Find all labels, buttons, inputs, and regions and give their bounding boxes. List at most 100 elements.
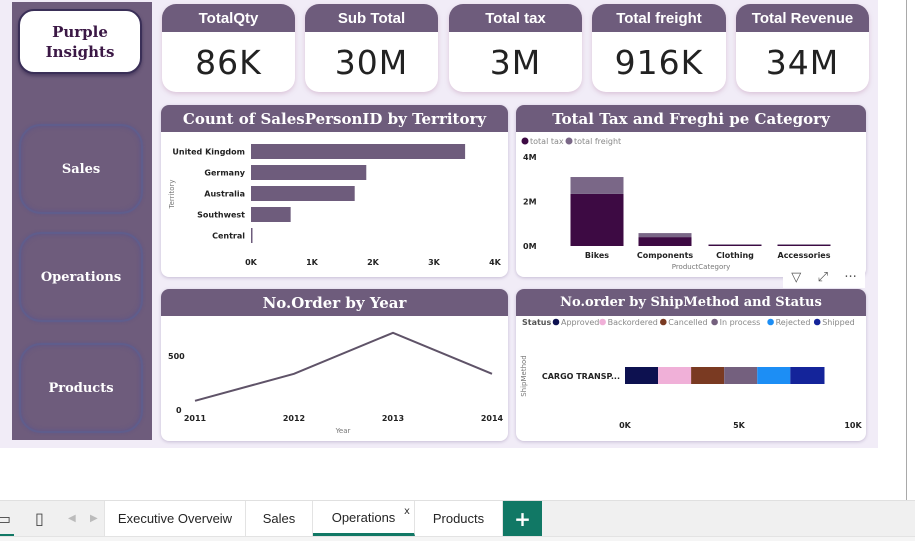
next-page-arrow-icon[interactable]: ▶ (90, 513, 98, 524)
y-tick-label: 0 (176, 406, 182, 415)
nav-button-products[interactable]: Products (19, 343, 143, 433)
y-tick-label: 2M (523, 198, 537, 207)
tab-sales[interactable]: Sales (246, 501, 313, 536)
territory-bar-chart: Territory United Kingdom Germany Australia S… (168, 144, 502, 267)
bar-segment-total-tax (708, 244, 762, 246)
legend-marker (813, 318, 821, 326)
previous-page-arrow-icon[interactable]: ◀ (68, 513, 76, 524)
legend-label: Approved (561, 318, 599, 327)
category-label: Central (212, 232, 245, 241)
bar-segment-total-tax (777, 244, 831, 246)
bar-segment-backordered (658, 367, 692, 384)
orders-by-year-panel[interactable]: No.Order by Year 500 0 2011 2012 2013 2014 Yea… (161, 289, 508, 441)
x-tick-label: 2013 (382, 414, 404, 423)
add-page-button[interactable]: + (503, 501, 542, 536)
territory-chart-panel[interactable]: Count of SalesPersonID by Territory Terr… (161, 105, 508, 277)
legend-label: total tax (530, 137, 564, 146)
tax-freight-stacked-chart: total tax total freight 0M 2M 4M Bikes Compone… (521, 137, 831, 271)
chart-title: Count of SalesPersonID by Territory (161, 105, 508, 132)
category-label: CARGO TRANSP... (542, 372, 620, 381)
logo-line-2: Insights (45, 42, 115, 61)
legend-label: Cancelled (668, 318, 707, 327)
category-label: Clothing (716, 251, 754, 260)
category-label: Bikes (585, 251, 609, 260)
bar (251, 207, 291, 222)
x-tick-label: 2014 (481, 414, 504, 423)
legend-label: Rejected (776, 318, 811, 327)
category-label: Australia (204, 190, 245, 199)
bar-segment-total-freight (638, 233, 692, 238)
logo: Purple Insights (18, 9, 142, 74)
mobile-layout-icon[interactable]: ▯ (35, 509, 44, 528)
bar (251, 165, 367, 180)
y-tick-label: 4M (523, 153, 537, 162)
legend-marker (552, 318, 560, 326)
legend-marker (767, 318, 774, 326)
tab-operations[interactable]: Operations (313, 501, 415, 536)
kpi-value: 3M (489, 42, 542, 82)
legend-label: In process (720, 318, 761, 327)
canvas-edge (906, 0, 907, 500)
kpi-label: Sub Total (305, 4, 438, 32)
desktop-layout-indicator (0, 534, 14, 536)
y-tick-label: 0M (523, 242, 537, 251)
logo-line-1: Purple (52, 22, 108, 41)
bar (251, 228, 253, 243)
kpi-value: 30M (334, 42, 409, 82)
x-tick-label: 3K (428, 258, 441, 267)
bar (251, 144, 466, 159)
more-options-icon[interactable]: ··· (844, 269, 857, 285)
tax-freight-chart-panel[interactable]: Total Tax and Freghi pe Category total t… (516, 105, 866, 277)
x-tick-label: 2011 (184, 414, 207, 423)
x-tick-label: 4K (489, 258, 502, 267)
x-axis-title: Year (335, 427, 351, 435)
shipmethod-status-chart: Status Approved Backordered Cancelled In pro… (520, 318, 862, 430)
visual-header-toolbar: ▽ ⤢ ··· (783, 266, 865, 288)
category-label: Accessories (778, 251, 831, 260)
tab-products[interactable]: Products (415, 501, 503, 536)
tab-executive-overview[interactable]: Executive Overveiw (104, 501, 246, 536)
bar-segment-total-freight (570, 177, 624, 194)
x-tick-label: 2K (367, 258, 380, 267)
legend-title: Status (522, 318, 552, 327)
nav-button-sales[interactable]: Sales (19, 124, 143, 214)
x-tick-label: 10K (844, 421, 862, 430)
kpi-card-total-freight: Total freight 916K (592, 4, 726, 92)
close-tab-icon[interactable]: x (404, 506, 410, 517)
bar-segment-in-process (724, 367, 758, 384)
kpi-card-sub-total: Sub Total 30M (305, 4, 438, 92)
nav-button-operations[interactable]: Operations (19, 232, 143, 322)
chart-title: No.order by ShipMethod and Status (516, 289, 866, 316)
category-label: Southwest (197, 211, 245, 220)
legend-label: Shipped (822, 318, 855, 327)
desktop-layout-icon[interactable]: ▭ (0, 509, 12, 528)
kpi-card-total-qty: TotalQty 86K (162, 4, 295, 92)
legend-label: Backordered (608, 318, 658, 327)
bar-segment-total-freight (708, 244, 762, 245)
page-tab-bar: ▭ ▯ ◀ ▶ Executive Overveiw Sales Operati… (0, 500, 915, 541)
kpi-label: Total tax (449, 4, 582, 32)
category-label: Components (637, 251, 694, 260)
bar-segment-total-tax (638, 237, 692, 246)
x-tick-label: 5K (733, 421, 746, 430)
sidebar (12, 2, 152, 440)
chart-title: No.Order by Year (161, 289, 508, 316)
legend-marker (521, 137, 529, 145)
focus-mode-icon[interactable]: ⤢ (817, 269, 828, 285)
kpi-card-total-revenue: Total Revenue 34M (736, 4, 869, 92)
chart-title: Total Tax and Freghi pe Category (516, 105, 866, 132)
category-label: United Kingdom (172, 148, 245, 157)
bar-segment-rejected (757, 367, 791, 384)
x-tick-label: 1K (306, 258, 319, 267)
series-line (194, 331, 493, 402)
bar-segment-total-tax (570, 193, 624, 246)
shipmethod-status-panel[interactable]: No.order by ShipMethod and Status Status… (516, 289, 866, 441)
x-tick-label: 2012 (283, 414, 305, 423)
status-strip (0, 536, 915, 541)
filter-icon[interactable]: ▽ (791, 269, 802, 285)
kpi-label: Total Revenue (736, 4, 869, 32)
bar-segment-cancelled (691, 367, 725, 384)
kpi-value: 86K (195, 42, 262, 82)
y-tick-label: 500 (168, 352, 185, 361)
